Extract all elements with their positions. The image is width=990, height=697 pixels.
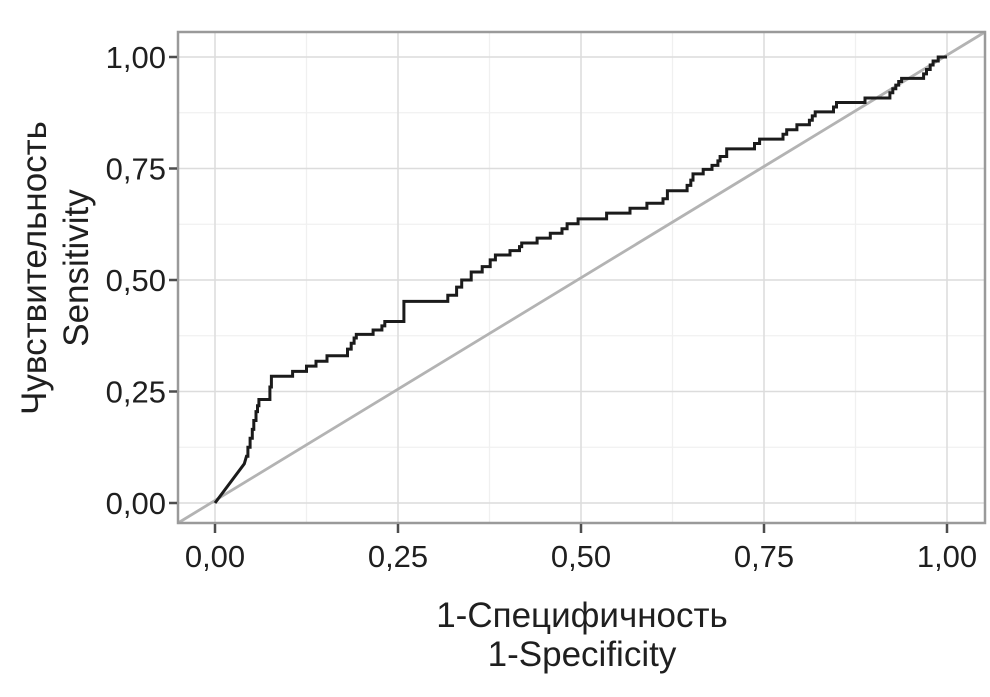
y-axis-title-en: Sensitivity [57,189,96,347]
x-tick-label: 0,25 [368,539,428,574]
plot-panel-border [176,30,987,525]
x-axis-title-en: 1-Specificity [488,635,677,674]
x-tick-label: 0,50 [551,539,611,574]
chance-diagonal-line [177,30,986,525]
x-tick-label: 0,00 [185,539,245,574]
y-tick-label: 1,00 [106,40,166,75]
y-tick-label: 0,50 [106,263,166,298]
x-axis-ticks [213,524,949,533]
y-axis-ticks [169,55,177,505]
y-tick-label: 0,75 [106,152,166,187]
roc-curve-line [213,55,947,504]
y-tick-label: 0,25 [106,375,166,410]
y-axis-tick-labels: 0,00 0,25 0,50 0,75 1,00 [106,40,166,521]
x-axis-tick-labels: 0,00 0,25 0,50 0,75 1,00 [185,539,977,574]
y-axis-title-ru: Чувствительность [15,121,54,415]
x-axis-title-ru: 1-Специфичность [436,596,728,635]
x-tick-label: 0,75 [734,539,794,574]
y-tick-label: 0,00 [106,486,166,521]
major-gridlines [178,32,985,523]
x-tick-label: 1,00 [917,539,977,574]
